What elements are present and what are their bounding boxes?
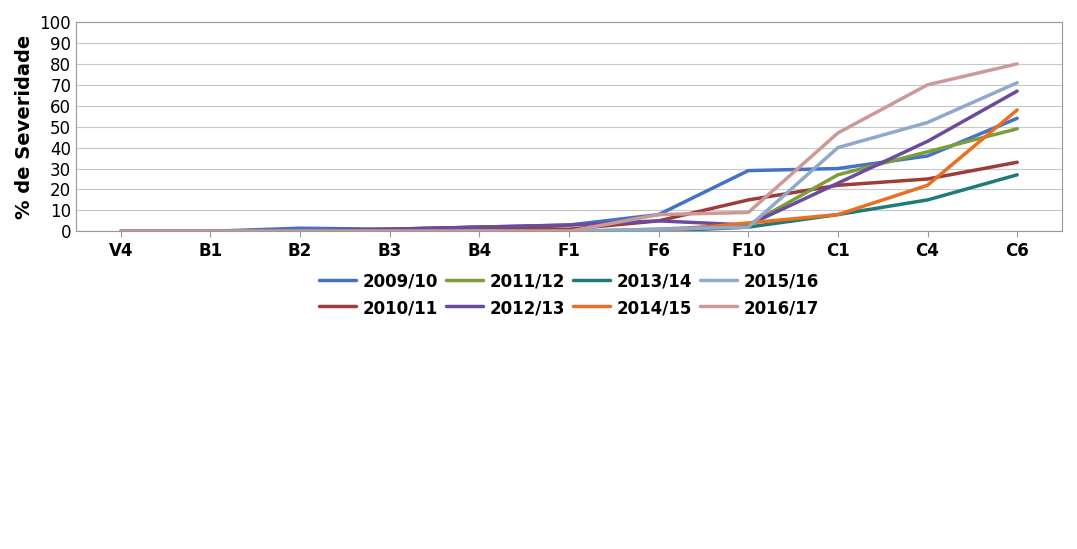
2010/11: [831, 182, 844, 188]
Line: 2014/15: 2014/15: [121, 110, 1017, 231]
2016/17: [921, 81, 934, 88]
Line: 2015/16: 2015/16: [121, 83, 1017, 231]
2011/12: [473, 228, 486, 234]
2015/16: [473, 228, 486, 234]
2015/16: [653, 226, 666, 233]
2013/14: [742, 224, 755, 231]
2015/16: [294, 228, 307, 234]
2016/17: [114, 228, 127, 234]
2010/11: [653, 217, 666, 224]
2015/16: [562, 228, 575, 234]
2011/12: [294, 228, 307, 234]
2015/16: [204, 228, 216, 234]
2009/10: [473, 224, 486, 231]
Y-axis label: % de Severidade: % de Severidade: [15, 35, 34, 219]
2013/14: [921, 197, 934, 203]
2013/14: [294, 228, 307, 234]
2010/11: [114, 228, 127, 234]
2012/13: [204, 228, 216, 234]
2012/13: [114, 228, 127, 234]
2012/13: [1010, 88, 1023, 94]
2013/14: [114, 228, 127, 234]
2011/12: [921, 148, 934, 155]
2014/15: [204, 228, 216, 234]
2016/17: [1010, 60, 1023, 67]
2012/13: [742, 222, 755, 228]
2010/11: [562, 226, 575, 233]
2013/14: [1010, 171, 1023, 178]
2016/17: [562, 228, 575, 234]
2013/14: [653, 228, 666, 234]
2011/12: [383, 228, 396, 234]
2009/10: [562, 222, 575, 228]
2014/15: [473, 228, 486, 234]
2016/17: [473, 228, 486, 234]
2010/11: [473, 224, 486, 231]
2010/11: [383, 226, 396, 233]
2014/15: [383, 228, 396, 234]
2009/10: [742, 167, 755, 174]
2016/17: [294, 228, 307, 234]
2009/10: [1010, 115, 1023, 121]
2012/13: [383, 226, 396, 233]
2009/10: [114, 228, 127, 234]
2016/17: [831, 130, 844, 136]
2014/15: [653, 228, 666, 234]
2015/16: [1010, 80, 1023, 86]
2009/10: [653, 211, 666, 218]
Line: 2013/14: 2013/14: [121, 175, 1017, 231]
2014/15: [921, 182, 934, 188]
2013/14: [204, 228, 216, 234]
2011/12: [653, 226, 666, 233]
2013/14: [383, 228, 396, 234]
Line: 2010/11: 2010/11: [121, 163, 1017, 231]
2012/13: [294, 228, 307, 234]
2011/12: [204, 228, 216, 234]
Line: 2012/13: 2012/13: [121, 91, 1017, 231]
2010/11: [742, 197, 755, 203]
2011/12: [1010, 126, 1023, 132]
2016/17: [653, 211, 666, 218]
2015/16: [383, 228, 396, 234]
2016/17: [383, 228, 396, 234]
2013/14: [831, 211, 844, 218]
2015/16: [921, 119, 934, 126]
2011/12: [562, 228, 575, 234]
Legend: 2009/10, 2010/11, 2011/12, 2012/13, 2013/14, 2014/15, 2015/16, 2016/17: 2009/10, 2010/11, 2011/12, 2012/13, 2013…: [319, 272, 820, 317]
Line: 2009/10: 2009/10: [121, 118, 1017, 231]
2015/16: [831, 144, 844, 151]
2010/11: [1010, 159, 1023, 166]
2014/15: [1010, 107, 1023, 113]
2014/15: [562, 228, 575, 234]
2012/13: [562, 222, 575, 228]
2011/12: [831, 171, 844, 178]
2014/15: [114, 228, 127, 234]
2009/10: [383, 226, 396, 233]
2011/12: [742, 222, 755, 228]
2013/14: [562, 228, 575, 234]
2012/13: [921, 138, 934, 144]
2015/16: [114, 228, 127, 234]
2010/11: [204, 228, 216, 234]
2010/11: [294, 228, 307, 234]
2011/12: [114, 228, 127, 234]
2012/13: [653, 217, 666, 224]
2014/15: [831, 211, 844, 218]
2014/15: [294, 228, 307, 234]
Line: 2016/17: 2016/17: [121, 64, 1017, 231]
2010/11: [921, 176, 934, 182]
2012/13: [831, 180, 844, 187]
Line: 2011/12: 2011/12: [121, 129, 1017, 231]
2016/17: [742, 209, 755, 216]
2009/10: [204, 228, 216, 234]
2009/10: [294, 225, 307, 232]
2014/15: [742, 220, 755, 226]
2015/16: [742, 224, 755, 231]
2009/10: [831, 165, 844, 172]
2009/10: [921, 153, 934, 159]
2016/17: [204, 228, 216, 234]
2013/14: [473, 228, 486, 234]
2012/13: [473, 224, 486, 231]
